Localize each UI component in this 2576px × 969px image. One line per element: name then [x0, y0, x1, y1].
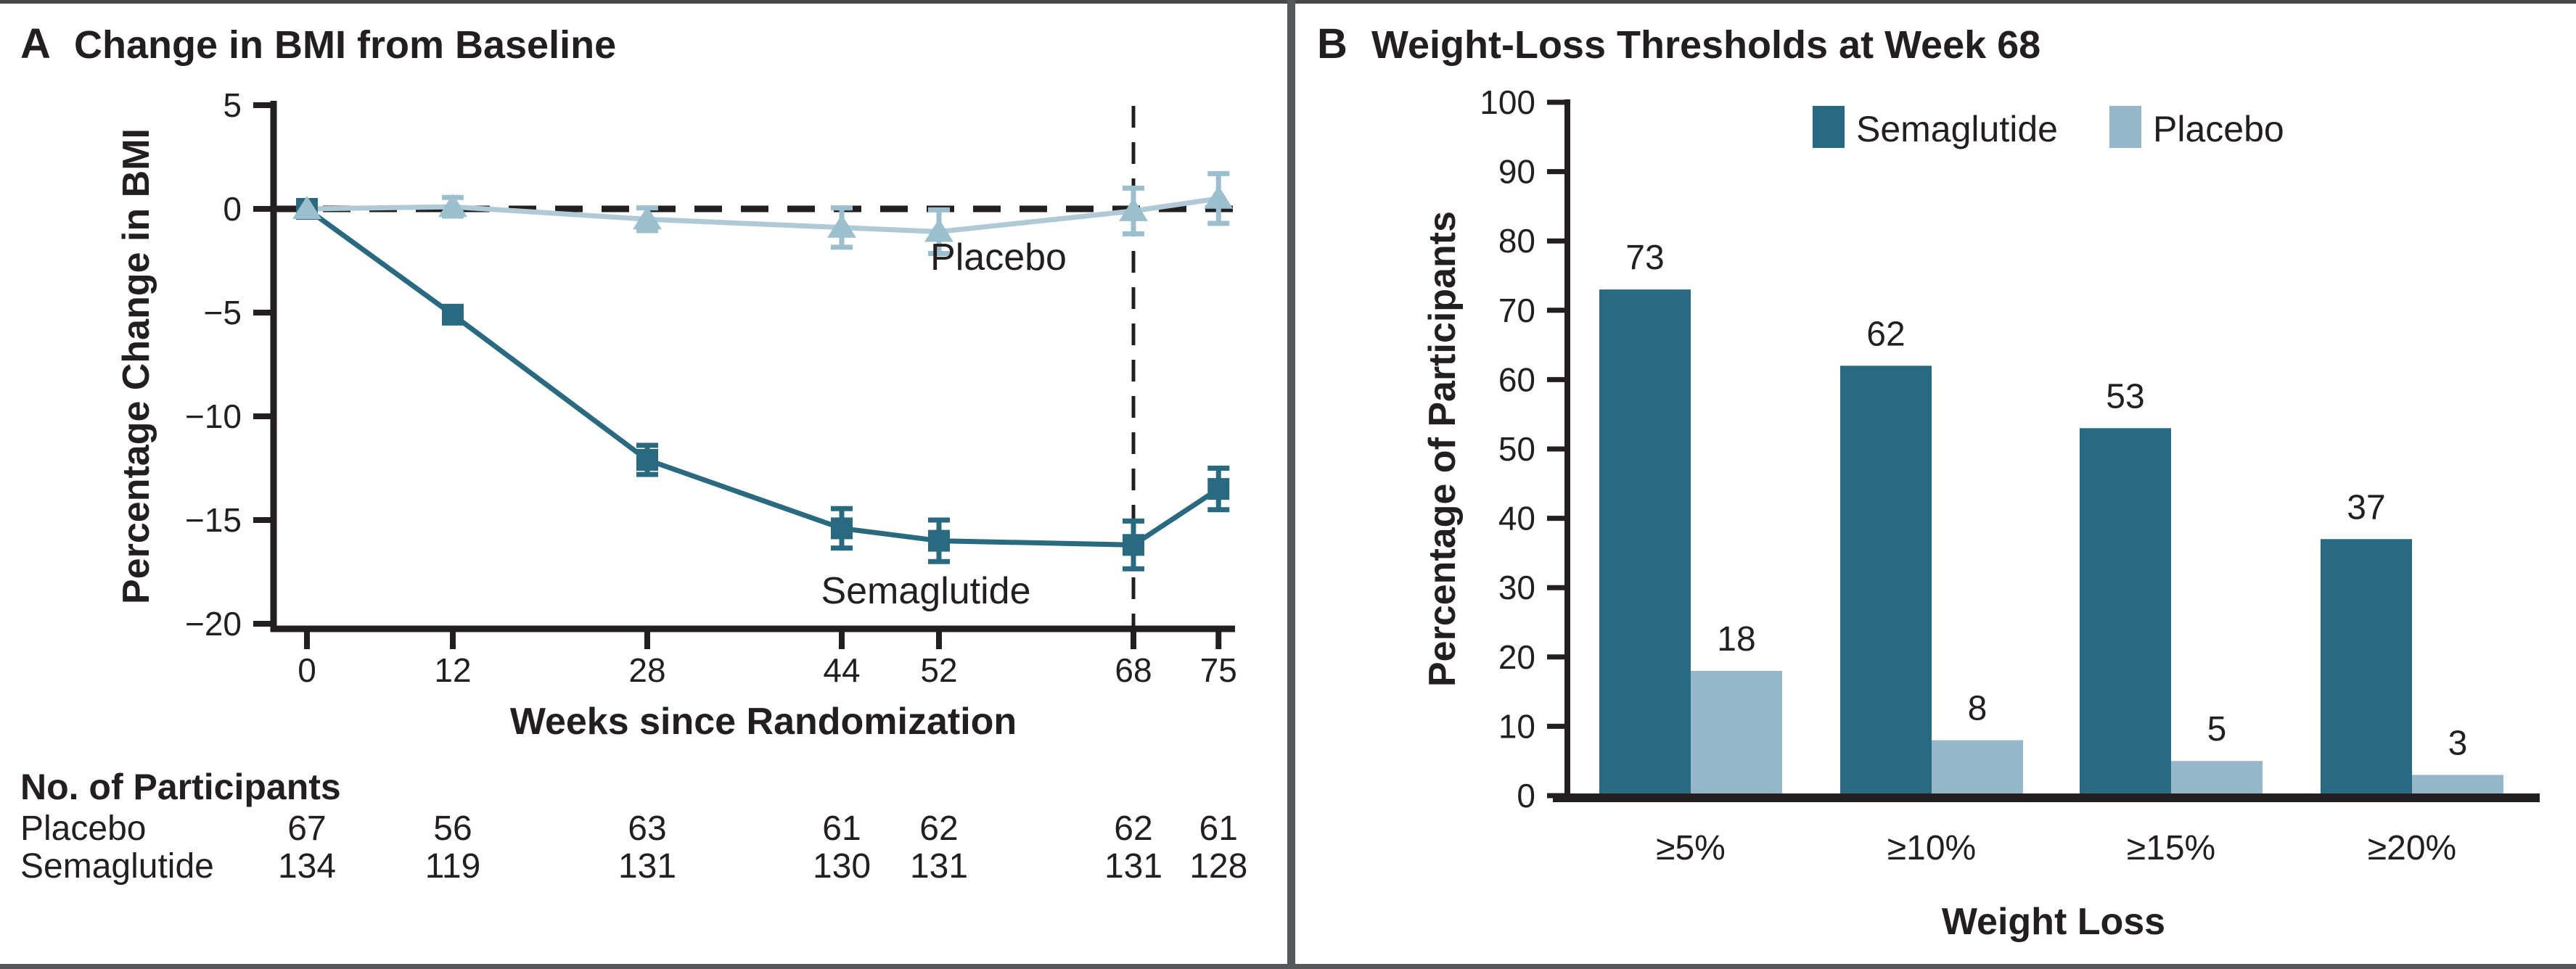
annotation-placebo: Placebo: [930, 236, 1067, 279]
table-cell: 62: [919, 809, 958, 848]
semaglutide-marker: [928, 529, 950, 552]
placebo-marker: [1204, 185, 1234, 209]
x-tick-label: 28: [628, 651, 665, 689]
y-tick-label: 30: [1498, 569, 1535, 606]
annotation-semaglutide: Semaglutide: [821, 570, 1030, 612]
placebo-marker: [1119, 197, 1148, 221]
table-cell: 56: [433, 809, 472, 848]
x-tick-label: 52: [920, 651, 957, 689]
table-cell: 61: [822, 809, 861, 848]
legend-label-placebo: Placebo: [2153, 109, 2284, 149]
bar-semaglutide: [1599, 289, 1691, 793]
table-cell: 134: [278, 847, 336, 886]
semaglutide-marker: [636, 449, 658, 471]
x-tick-label: 44: [823, 651, 860, 689]
semaglutide-marker: [1123, 534, 1144, 556]
bar-semaglutide: [2080, 428, 2171, 793]
table-cell: 130: [813, 847, 871, 886]
bar-semaglutide: [2321, 539, 2412, 793]
category-label: ≥5%: [1656, 829, 1726, 867]
y-tick-label: 0: [223, 190, 242, 228]
bar-placebo: [1932, 740, 2023, 793]
y-tick-label: −5: [204, 294, 242, 331]
panel-divider: [1287, 0, 1295, 969]
table-cell: 128: [1189, 847, 1247, 886]
table-cell: 62: [1114, 809, 1152, 848]
bar-value-label: 62: [1866, 315, 1905, 353]
legend: Semaglutide Placebo: [1813, 106, 2284, 149]
panel-a-title: Change in BMI from Baseline: [74, 23, 616, 67]
y-tick-label: 80: [1498, 222, 1535, 260]
table-cell: 131: [1104, 847, 1162, 886]
placebo-marker: [827, 214, 856, 238]
y-tick-label: 90: [1498, 153, 1535, 191]
table-cell: 63: [628, 809, 666, 848]
panel-b-label: B: [1317, 20, 1348, 67]
category-label: ≥20%: [2368, 829, 2456, 867]
y-tick-label: 60: [1498, 360, 1535, 398]
y-tick-label: 10: [1498, 707, 1535, 745]
y-tick-label: 0: [1517, 777, 1535, 815]
bar-value-label: 18: [1717, 620, 1755, 659]
y-tick-label: 50: [1498, 430, 1535, 468]
y-tick-label: 70: [1498, 292, 1535, 329]
x-tick-label: 12: [434, 651, 471, 689]
y-tick-label: 40: [1498, 500, 1535, 537]
bar-value-label: 73: [1625, 239, 1664, 277]
category-label: ≥10%: [1887, 829, 1976, 867]
x-tick-label: 68: [1115, 651, 1152, 689]
panel-a-label: A: [20, 20, 51, 67]
panel-b-title: Weight-Loss Thresholds at Week 68: [1371, 23, 2040, 67]
table-cell: 119: [425, 847, 481, 886]
placebo-marker: [438, 194, 467, 218]
legend-label-semaglutide: Semaglutide: [1856, 109, 2058, 149]
participants-table-header: No. of Participants: [20, 767, 341, 807]
x-tick-label: 75: [1200, 651, 1237, 689]
bar-value-label: 53: [2106, 377, 2144, 416]
y-tick-label: −10: [185, 397, 242, 435]
bar-value-label: 3: [2448, 724, 2468, 762]
table-row-label-semaglutide: Semaglutide: [20, 847, 214, 886]
bar-placebo: [2171, 761, 2263, 793]
y-tick-label: 20: [1498, 638, 1535, 676]
y-tick-label: 5: [223, 86, 242, 124]
x-tick-label: 0: [298, 651, 316, 689]
panel-b-y-axis-title: Percentage of Participants: [1422, 211, 1464, 687]
placebo-marker: [292, 196, 321, 219]
legend-swatch-semaglutide: [1813, 106, 1845, 148]
panel-b-bar-chart: B Weight-Loss Thresholds at Week 68 Perc…: [1317, 20, 2540, 943]
panel-a-plot-area: 5 0 −5 −10 −15 −20 0 12 28 44 52 68 75: [185, 86, 1237, 689]
panel-a-y-axis-title: Percentage Change in BMI: [115, 128, 157, 604]
bar-placebo: [2412, 775, 2503, 793]
bar-value-label: 37: [2347, 488, 2385, 527]
semaglutide-marker: [1207, 478, 1230, 500]
bar-placebo: [1691, 670, 1782, 793]
y-tick-label: 100: [1480, 83, 1535, 121]
placebo-marker: [633, 206, 662, 230]
panel-b-plot-area: 10090807060504030201007318≥5%628≥10%535≥…: [1480, 83, 2540, 867]
bar-value-label: 8: [1968, 690, 1988, 728]
semaglutide-line: [305, 207, 1221, 548]
semaglutide-marker: [442, 303, 464, 326]
y-tick-label: −15: [185, 501, 242, 539]
category-label: ≥15%: [2127, 829, 2215, 867]
table-cell: 131: [618, 847, 676, 886]
legend-swatch-placebo: [2109, 106, 2141, 148]
y-tick-label: −20: [185, 605, 242, 643]
panel-a-line-chart: A Change in BMI from Baseline Percentage…: [20, 20, 1247, 886]
bar-semaglutide: [1840, 366, 1932, 793]
table-cell: 67: [287, 809, 326, 848]
panel-b-x-axis-title: Weight Loss: [1942, 901, 2165, 943]
table-row-label-placebo: Placebo: [20, 809, 146, 848]
panel-a-x-axis-title: Weeks since Randomization: [510, 701, 1017, 743]
bar-value-label: 5: [2207, 710, 2227, 749]
placebo-marker: [924, 218, 953, 242]
table-cell: 61: [1199, 809, 1238, 848]
participants-table-values: 67 56 63 61 62 62 61 134 119 131 130 131 131 128: [278, 809, 1247, 886]
semaglutide-marker: [831, 517, 853, 540]
table-cell: 131: [910, 847, 968, 886]
